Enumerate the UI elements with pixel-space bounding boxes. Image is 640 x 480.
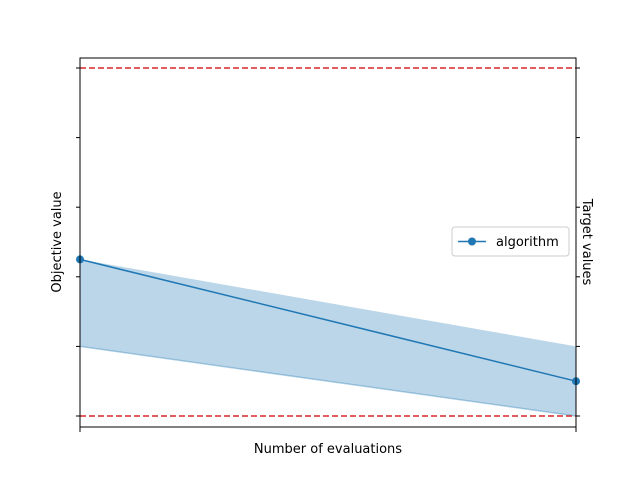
series-band [80,259,576,416]
y-axis-label: Objective value [50,191,65,292]
y-axis-right-label: Target values [579,198,594,286]
axes-frame [79,57,577,428]
legend-series-marker [468,237,476,246]
legend-box [451,226,570,257]
series-line [79,258,577,382]
series-band-lower-edge [79,345,577,417]
legend: algorithm [451,226,570,257]
plot-area [76,67,580,417]
x-axis-label: Number of evaluations [254,442,402,457]
axis-ticks [76,67,580,432]
legend-series-label: algorithm [496,235,559,250]
